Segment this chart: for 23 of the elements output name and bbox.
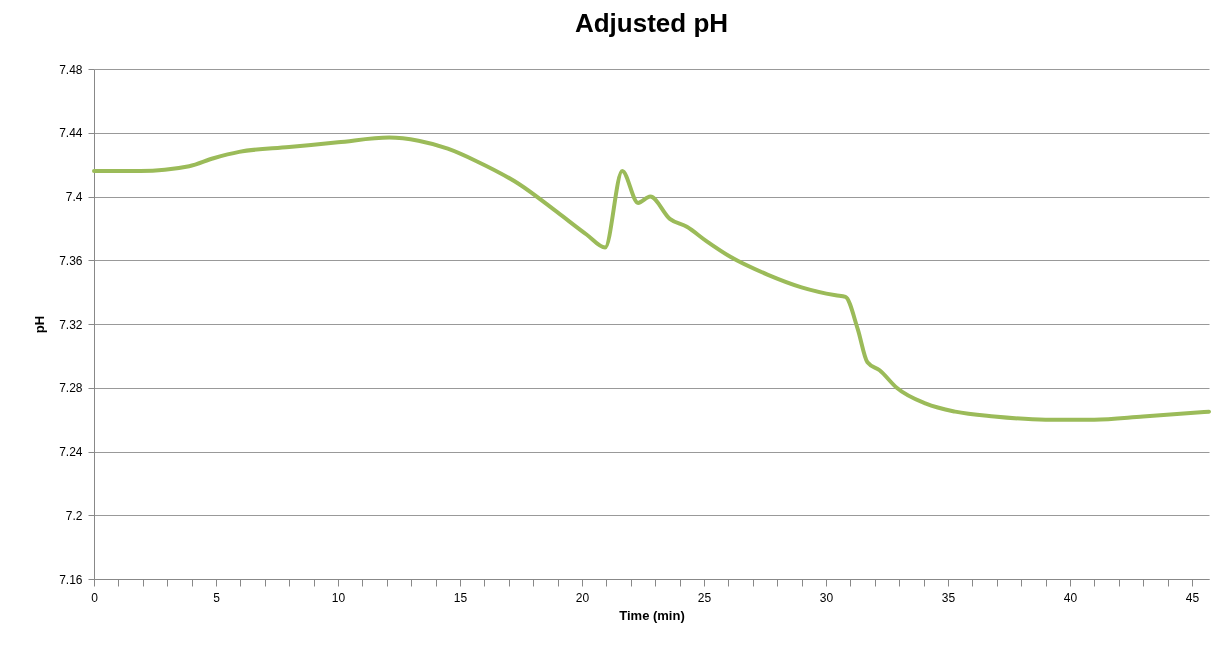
x-tick-label: 5: [213, 590, 221, 605]
x-tick-label: 0: [91, 590, 99, 605]
x-tick-label: 35: [941, 590, 956, 605]
y-axis-title: pH: [32, 315, 48, 334]
x-axis-title: Time (min): [619, 607, 685, 623]
y-tick-label: 7.32: [59, 317, 83, 332]
line-series: [92, 135, 1211, 422]
x-tick-label: 30: [819, 590, 834, 605]
x-tick-label: 15: [453, 590, 468, 605]
y-tick-label: 7.4: [65, 190, 83, 204]
y-tick-label: 7.48: [59, 62, 83, 77]
x-tick-label: 45: [1185, 590, 1200, 605]
y-tick-label: 7.2: [65, 508, 83, 523]
y-tick-label: 7.28: [59, 381, 83, 396]
y-tick-label: 7.44: [59, 126, 83, 141]
x-tick-label: 40: [1063, 590, 1078, 605]
x-tick-label: 10: [331, 590, 346, 605]
y-tick-label: 7.36: [59, 253, 83, 268]
chart-title: Adjusted pH: [574, 8, 729, 38]
y-tick-label: 7.24: [59, 445, 83, 459]
y-tick-label: 7.16: [59, 572, 83, 587]
x-tick-label: 25: [697, 590, 712, 605]
x-tick-label: 20: [575, 590, 590, 605]
